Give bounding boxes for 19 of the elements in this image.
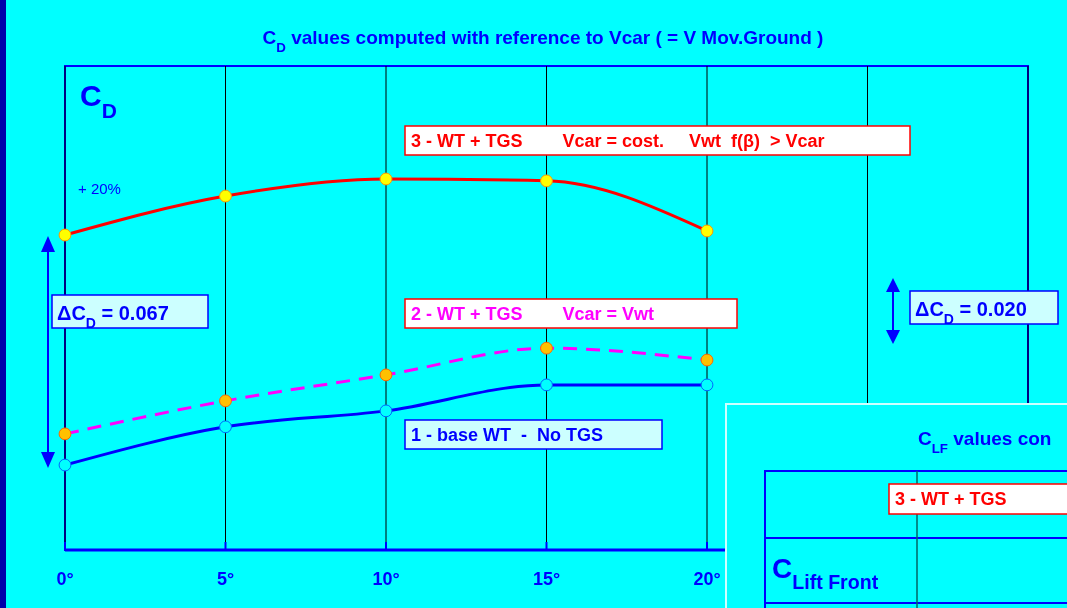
annotation: + 20% [78, 180, 121, 197]
text: C$_{LF}$ values con [918, 428, 1052, 456]
annotation: ΔC$_{D}$ = 0.020 [915, 298, 1027, 327]
name-box: 2 - WT + TGS Vcar = Vwt [404, 298, 738, 329]
series-label: 2 - WT + TGS Vcar = Vwt [411, 304, 655, 324]
name-box: 1 - base WT - No TGS [404, 419, 663, 450]
x-tick-label: 10° [372, 569, 400, 589]
x-tick-label: 5° [216, 569, 235, 589]
text: C$_{Lift Front}$ [772, 553, 879, 593]
series-label: 1 - base WT - No TGS [411, 425, 604, 445]
x-tick-label: 0° [56, 569, 74, 589]
annotation: ΔC$_{D}$ = 0.067 [57, 302, 169, 331]
x-tick-label: 20° [693, 569, 721, 589]
chart-title: C$_{D}$ values computed with reference to Vcar ( = V Mov.Ground ) [262, 27, 824, 55]
name-box: 3 - WT + TGS Vcar = cost. Vwt f(β) > Vcar [404, 125, 911, 156]
annotation: 3 - WT + TGS [895, 489, 1007, 509]
x-tick-label: 15° [532, 569, 561, 589]
series-label: 3 - WT + TGS Vcar = cost. Vwt f(β) > Vcar [411, 131, 825, 151]
y-axis-title: C$_{D}$ [80, 79, 117, 122]
